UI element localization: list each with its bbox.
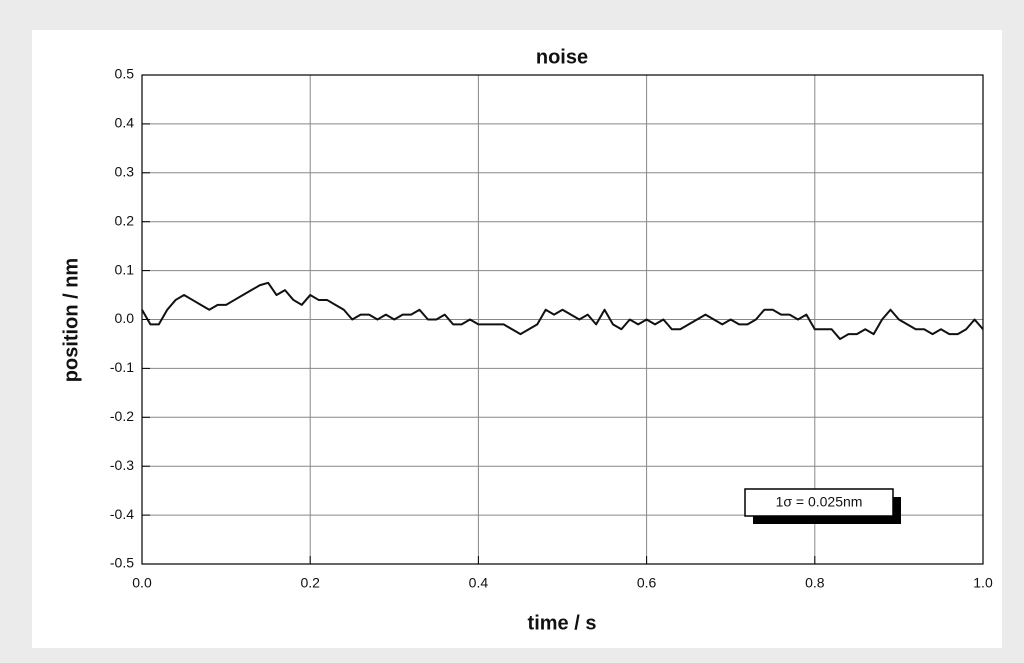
y-tick-label: 0.1 xyxy=(115,261,135,277)
annotation: 1σ = 0.025nm xyxy=(776,494,863,510)
y-tick-label: 0.5 xyxy=(115,66,135,82)
y-tick-label: 0.2 xyxy=(115,212,135,228)
y-tick-label: -0.3 xyxy=(110,457,134,473)
data-line xyxy=(141,281,984,341)
annotation-box xyxy=(744,488,894,517)
y-tick-label: -0.2 xyxy=(110,408,134,424)
x-tick-label: 1.0 xyxy=(973,575,993,591)
x-tick-label: 0.4 xyxy=(469,575,489,591)
y-tick-label: 0.4 xyxy=(115,115,135,131)
y-tick-label: -0.5 xyxy=(110,555,134,571)
y-tick-label: -0.1 xyxy=(110,359,134,375)
x-tick-label: 0.8 xyxy=(805,575,825,591)
chart-panel xyxy=(32,30,1002,648)
y-tick-label: -0.4 xyxy=(110,506,134,522)
x-tick-label: 0.6 xyxy=(637,575,657,591)
x-tick-label: 0.2 xyxy=(300,575,320,591)
y-tick-label: 0.0 xyxy=(115,310,135,326)
chart-title: noise xyxy=(536,46,588,68)
x-axis-label: time / s xyxy=(528,612,597,634)
y-axis-label: position / nm xyxy=(60,258,82,382)
y-tick-label: 0.3 xyxy=(115,164,135,180)
plot-frame xyxy=(141,74,984,565)
x-tick-label: 0.0 xyxy=(132,575,152,591)
